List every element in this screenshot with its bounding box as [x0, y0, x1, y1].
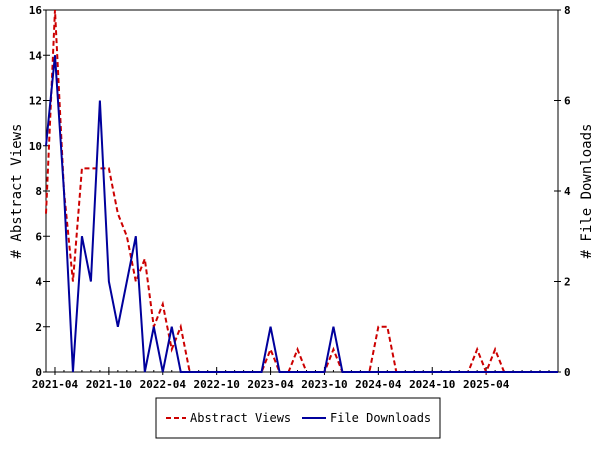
- y2-tick-label: 8: [564, 4, 571, 17]
- x-tick-label: 2023-10: [301, 378, 347, 391]
- legend-label-abstract-views: Abstract Views: [190, 411, 291, 425]
- axis-ticks: 0 2 4 6 8 10 12 14 16 0 2 4 6 8 2021-04 2021-10 2022-04 2…: [29, 4, 571, 391]
- y-tick-label: 8: [35, 185, 42, 198]
- legend: Abstract Views File Downloads: [155, 397, 441, 439]
- y-tick-label: 6: [35, 230, 42, 243]
- x-tick-label: 2021-04: [32, 378, 79, 391]
- x-tick-label: 2024-10: [409, 378, 455, 391]
- x-tick-label: 2023-04: [247, 378, 294, 391]
- x-tick-label: 2024-04: [355, 378, 402, 391]
- legend-box: [155, 397, 441, 439]
- y2-axis-title: # File Downloads: [579, 124, 595, 259]
- y-tick-label: 4: [35, 276, 42, 289]
- y-tick-label: 12: [29, 95, 42, 108]
- series-group: [45, 9, 558, 375]
- x-tick-label: 2022-04: [140, 378, 187, 391]
- y-tick-label: 10: [29, 140, 42, 153]
- y-axis-title: # Abstract Views: [9, 124, 25, 259]
- y2-tick-label: 6: [564, 95, 571, 108]
- y-tick-label: 0: [35, 366, 42, 379]
- y-tick-label: 2: [35, 321, 42, 334]
- plot-area: [45, 9, 559, 373]
- series-line-abstract-views: [45, 9, 558, 375]
- y2-tick-label: 4: [564, 185, 571, 198]
- x-tick-label: 2022-10: [193, 378, 239, 391]
- x-tick-label: 2021-10: [86, 378, 132, 391]
- y-tick-label: 16: [29, 4, 43, 17]
- x-tick-label: 2025-04: [463, 378, 510, 391]
- y2-tick-label: 2: [564, 276, 571, 289]
- legend-label-file-downloads: File Downloads: [330, 411, 431, 425]
- y-tick-label: 14: [29, 49, 43, 62]
- series-line-file-downloads: [45, 55, 558, 373]
- y2-tick-label: 0: [564, 366, 571, 379]
